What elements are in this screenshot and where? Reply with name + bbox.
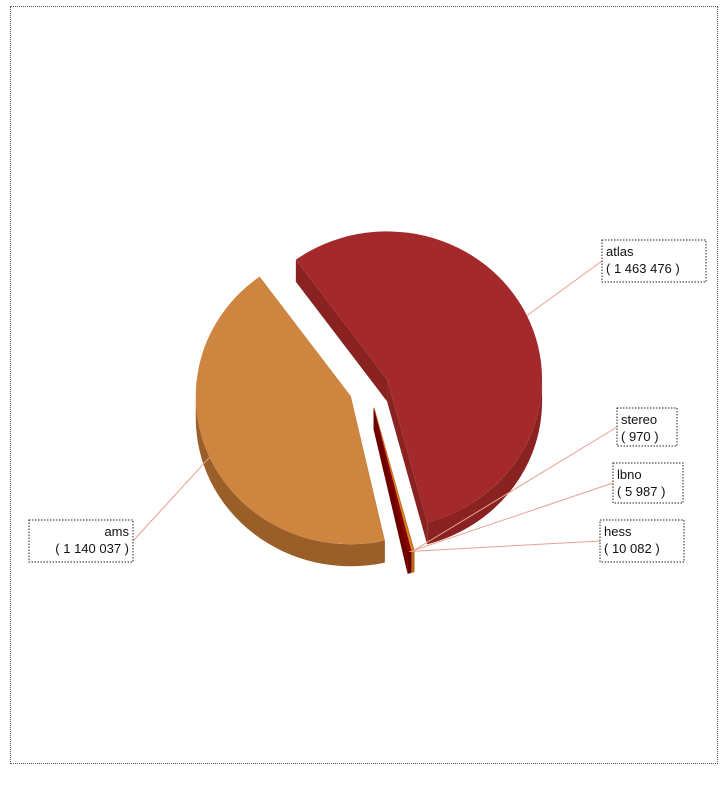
slice-wall-atlas <box>295 259 388 402</box>
label-value-lbno: ( 5 987 ) <box>617 484 665 499</box>
label-hess: hess ( 10 082 ) <box>599 519 685 563</box>
label-name-stereo: stereo <box>621 412 657 427</box>
label-stereo: stereo ( 970 ) <box>616 407 678 447</box>
label-box-hess <box>599 519 685 563</box>
slice-rim-atlas <box>427 379 543 545</box>
label-value-ams: ( 1 140 037 ) <box>55 541 129 556</box>
label-value-atlas: ( 1 463 476 ) <box>606 261 680 276</box>
label-box-lbno <box>612 462 684 504</box>
slice-hess[interactable] <box>373 407 412 552</box>
slice-atlas[interactable] <box>295 231 543 523</box>
label-lbno: lbno ( 5 987 ) <box>612 462 684 504</box>
label-box-atlas <box>601 239 707 283</box>
slice-wall-atlas <box>387 379 428 545</box>
leader-line-atlas <box>526 260 603 317</box>
label-atlas: atlas ( 1 463 476 ) <box>601 239 707 283</box>
leader-line-lbno <box>412 482 614 552</box>
label-value-stereo: ( 970 ) <box>621 429 659 444</box>
slice-wall-hess <box>373 407 408 574</box>
label-name-atlas: atlas <box>606 244 634 259</box>
label-box-stereo <box>616 407 678 447</box>
label-box-ams <box>28 519 134 563</box>
label-name-lbno: lbno <box>617 467 642 482</box>
label-name-hess: hess <box>604 524 632 539</box>
slice-ams[interactable] <box>195 276 385 545</box>
chart-frame <box>10 6 718 764</box>
slice-stereo[interactable] <box>374 407 415 551</box>
leader-line-hess <box>409 540 601 552</box>
slice-rim-ams <box>195 396 385 567</box>
leader-line-stereo <box>413 426 618 551</box>
label-name-ams: ams <box>104 524 129 539</box>
label-value-hess: ( 10 082 ) <box>604 541 660 556</box>
slice-lbno[interactable] <box>373 407 414 551</box>
label-ams: ams ( 1 140 037 ) <box>28 519 134 563</box>
leader-line-ams <box>132 456 210 542</box>
